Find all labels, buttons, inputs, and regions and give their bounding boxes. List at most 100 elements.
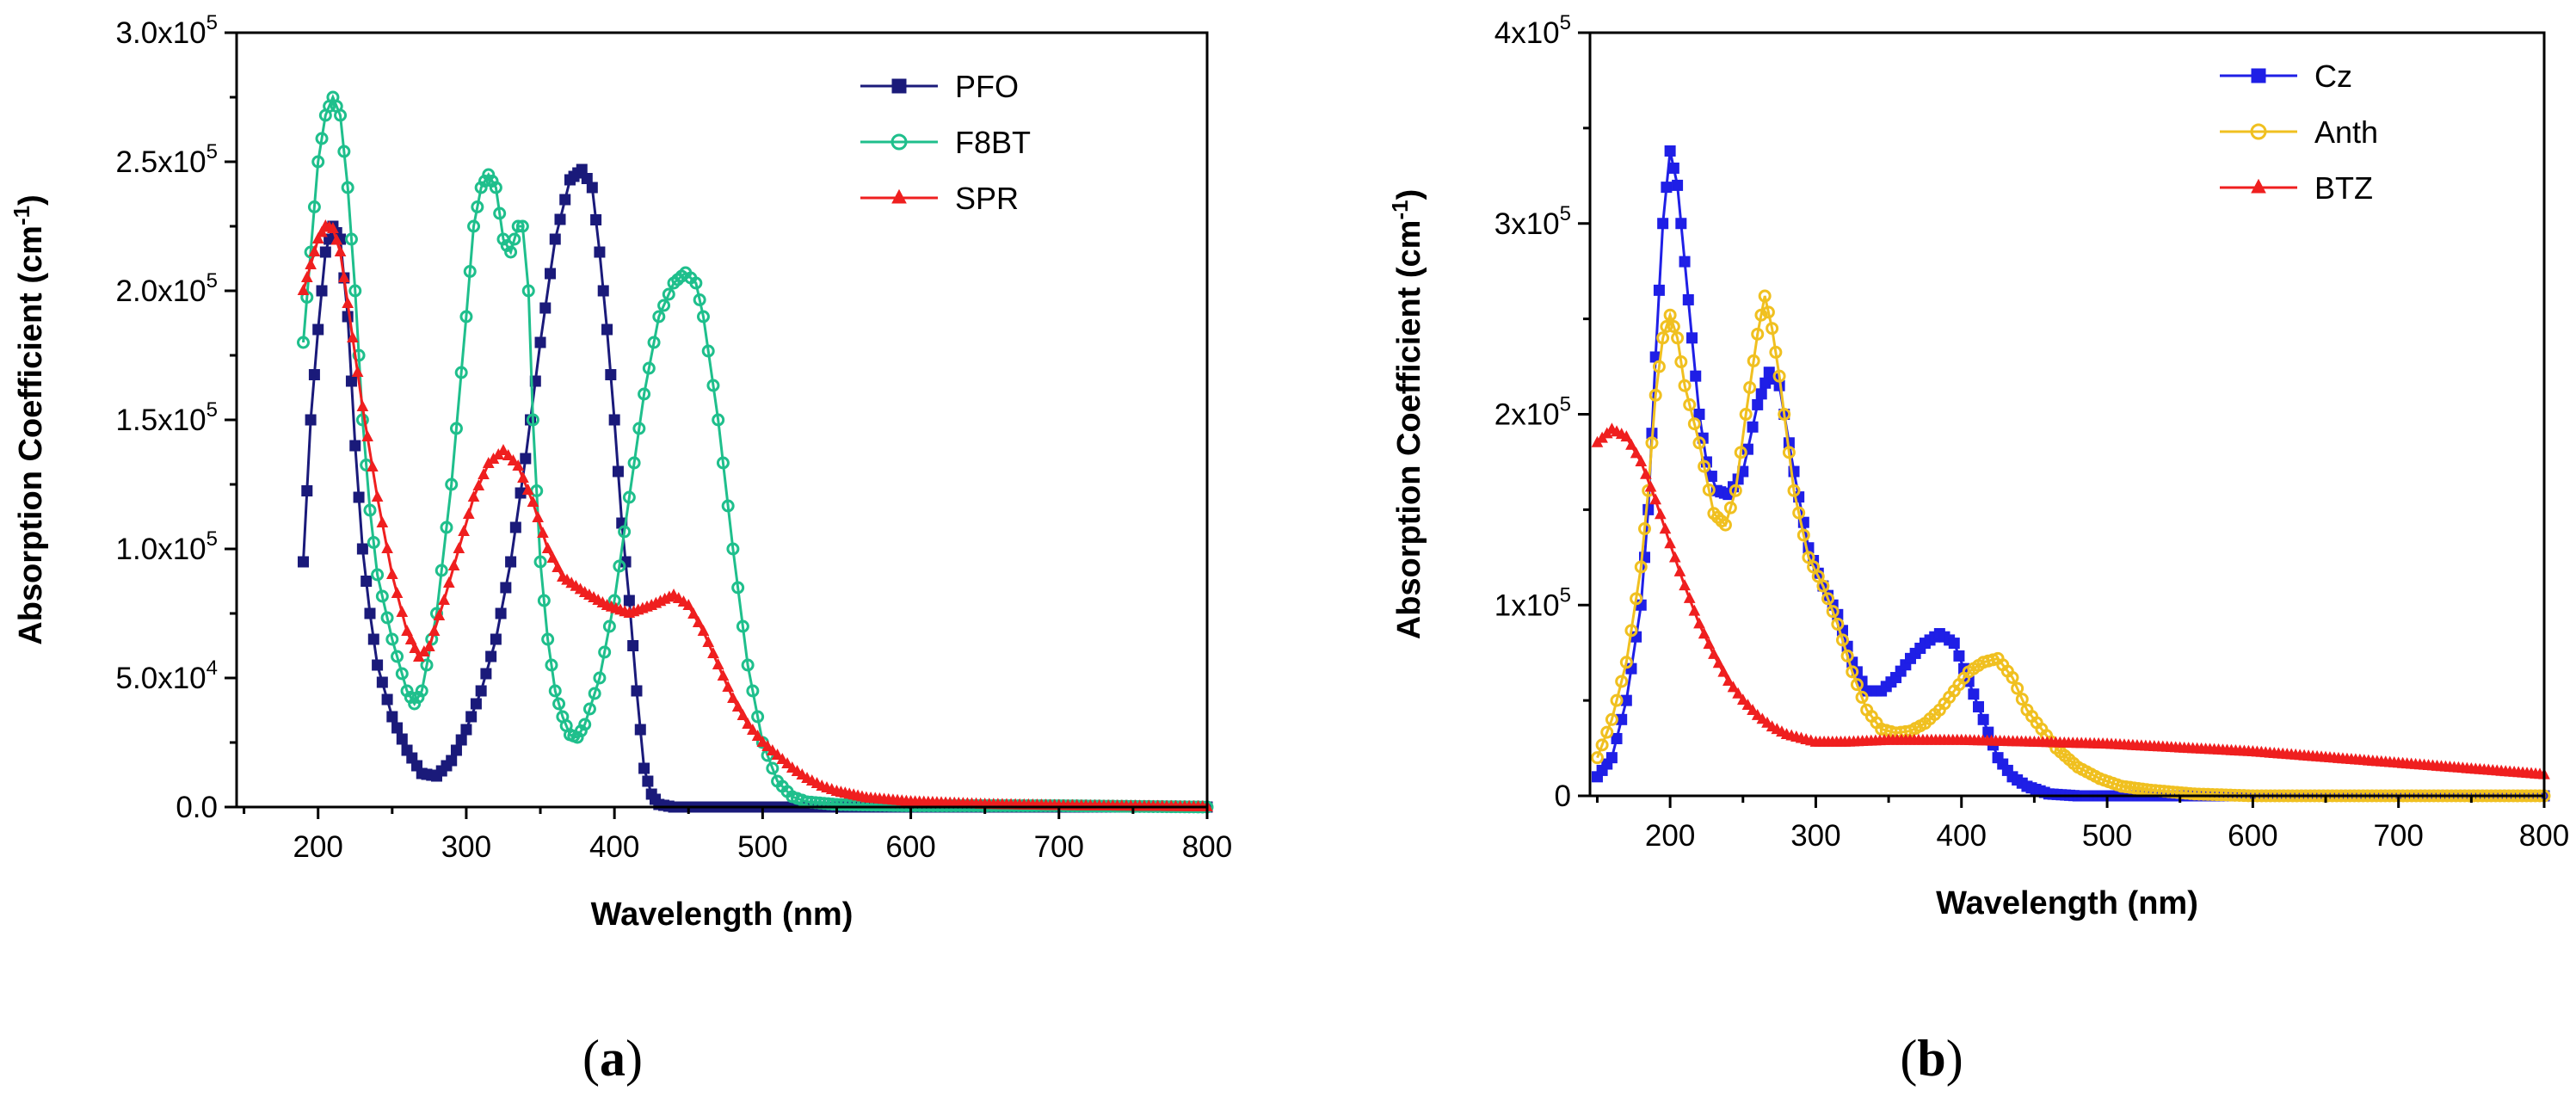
data-point bbox=[1619, 656, 1633, 669]
data-point bbox=[319, 246, 331, 258]
data-point bbox=[1657, 218, 1669, 230]
data-point bbox=[1698, 459, 1711, 473]
series-line bbox=[1596, 295, 2544, 798]
data-point bbox=[1796, 528, 1810, 542]
data-point bbox=[308, 369, 320, 380]
data-point bbox=[1755, 388, 1767, 400]
data-point bbox=[1816, 579, 1830, 593]
series-btz bbox=[1591, 422, 2550, 779]
data-point bbox=[493, 206, 507, 220]
data-point bbox=[1649, 388, 1662, 402]
data-point bbox=[1686, 332, 1698, 344]
data-point bbox=[647, 336, 661, 349]
data-point bbox=[1667, 319, 1680, 333]
data-point bbox=[507, 454, 520, 465]
data-point bbox=[716, 456, 730, 470]
data-point bbox=[301, 485, 313, 496]
data-point bbox=[771, 749, 784, 760]
data-point bbox=[381, 693, 393, 706]
x-tick-label: 200 bbox=[1645, 819, 1695, 853]
data-point bbox=[1683, 397, 1697, 411]
data-point bbox=[642, 361, 656, 375]
data-point bbox=[602, 619, 616, 633]
data-point bbox=[1590, 751, 1604, 765]
data-point bbox=[420, 658, 434, 672]
data-point bbox=[835, 798, 848, 811]
data-point bbox=[497, 444, 509, 455]
data-point bbox=[1625, 438, 1637, 450]
data-point bbox=[297, 284, 310, 295]
data-point bbox=[552, 561, 564, 572]
data-point bbox=[446, 755, 458, 767]
data-point bbox=[590, 214, 602, 225]
data-point bbox=[706, 379, 720, 392]
data-point bbox=[552, 697, 566, 711]
data-point bbox=[511, 219, 525, 233]
data-point bbox=[534, 336, 546, 348]
data-point bbox=[597, 285, 609, 297]
data-point bbox=[717, 669, 730, 681]
x-tick-label: 600 bbox=[2228, 819, 2277, 853]
data-point bbox=[1948, 638, 1960, 650]
data-point bbox=[1977, 713, 1989, 725]
data-point bbox=[353, 491, 365, 503]
data-point bbox=[395, 667, 409, 681]
data-point bbox=[423, 640, 435, 651]
y-tick-label: 1.5x105 bbox=[116, 398, 218, 437]
data-point bbox=[2197, 787, 2210, 801]
data-point bbox=[391, 587, 404, 598]
data-point bbox=[1855, 690, 1869, 704]
legend-marker bbox=[891, 133, 908, 151]
x-tick-label: 400 bbox=[1937, 819, 1987, 853]
data-point bbox=[761, 740, 773, 751]
data-point bbox=[539, 302, 552, 314]
data-point bbox=[521, 284, 535, 298]
x-tick-label: 600 bbox=[885, 830, 935, 864]
data-point bbox=[509, 521, 521, 533]
chart-panel-a: 200 300 400 500 600 700 800 0.0 5.0x104 1.0x105 1.… bbox=[9, 11, 1232, 1087]
data-point bbox=[1664, 537, 1676, 549]
data-point bbox=[504, 245, 518, 259]
data-point bbox=[465, 711, 478, 723]
data-point bbox=[731, 581, 745, 595]
data-point bbox=[742, 718, 754, 729]
data-point bbox=[428, 625, 441, 636]
data-point bbox=[1698, 627, 1710, 639]
series-line bbox=[302, 94, 1208, 809]
data-point bbox=[2184, 786, 2197, 800]
data-point bbox=[315, 132, 329, 145]
data-point bbox=[391, 650, 404, 663]
data-point bbox=[622, 490, 636, 504]
data-point bbox=[712, 413, 725, 427]
data-point bbox=[541, 632, 555, 646]
x-tick-label: 500 bbox=[737, 830, 787, 864]
data-point bbox=[586, 182, 598, 194]
data-point bbox=[537, 594, 551, 607]
data-point bbox=[559, 194, 571, 206]
data-point bbox=[381, 542, 393, 553]
data-point bbox=[1640, 467, 1652, 479]
data-point bbox=[338, 271, 350, 282]
data-point bbox=[367, 536, 380, 549]
data-point bbox=[380, 611, 394, 625]
data-point bbox=[1702, 483, 1716, 496]
data-point bbox=[2201, 787, 2215, 801]
data-point bbox=[1687, 417, 1701, 431]
data-point bbox=[545, 268, 557, 280]
data-point bbox=[1826, 605, 1840, 619]
data-point bbox=[548, 684, 562, 698]
data-point bbox=[512, 459, 525, 471]
data-point bbox=[652, 310, 666, 324]
data-point bbox=[372, 659, 384, 671]
data-point bbox=[1595, 738, 1609, 752]
legend-marker bbox=[2250, 123, 2267, 140]
data-point bbox=[736, 709, 749, 720]
panel-a-y-axis-title-sup: -1 bbox=[9, 206, 34, 225]
panel-a-y-axis-title: Absorption Coefficient (cm-1) bbox=[9, 194, 49, 644]
data-point bbox=[613, 559, 626, 573]
panel-a-label: (a) bbox=[582, 1030, 643, 1087]
data-point bbox=[330, 233, 343, 245]
data-point bbox=[1840, 649, 1854, 662]
data-point bbox=[1673, 564, 1686, 576]
